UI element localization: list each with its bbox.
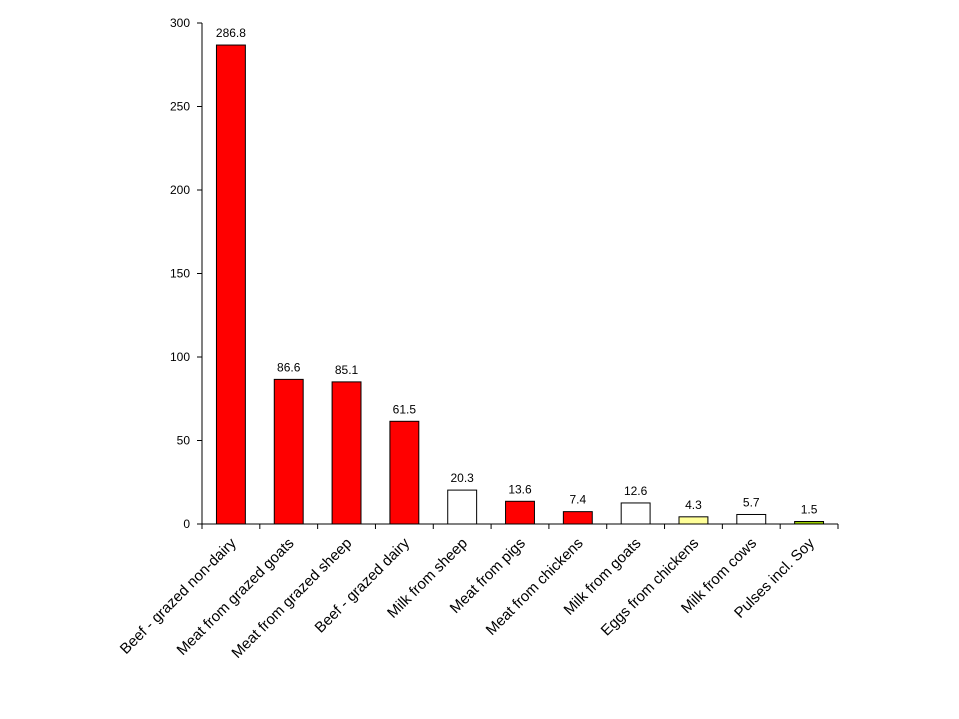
y-tick-label: 50 <box>177 434 191 448</box>
y-tick-label: 100 <box>170 350 190 364</box>
data-label: 85.1 <box>335 363 359 377</box>
bar <box>620 502 651 525</box>
data-label: 61.5 <box>393 402 417 416</box>
data-label: 13.6 <box>508 482 532 496</box>
category-label: Beef - grazed non-dairy <box>117 534 240 657</box>
x-axis <box>201 523 839 529</box>
bar <box>331 381 362 525</box>
data-label: 1.5 <box>801 502 818 516</box>
category-label: Meat from chickens <box>483 535 587 639</box>
bar <box>389 420 420 525</box>
data-label: 4.3 <box>685 498 702 512</box>
data-label: 286.8 <box>216 26 246 40</box>
data-label: 5.7 <box>743 495 760 509</box>
data-label: 86.6 <box>277 360 301 374</box>
bar <box>273 378 304 525</box>
category-label: Meat from grazed goats <box>174 535 298 659</box>
data-label: 7.4 <box>569 493 586 507</box>
y-tick-label: 250 <box>170 100 190 114</box>
category-label: Beef - grazed dairy <box>312 534 414 636</box>
bar <box>215 44 246 525</box>
data-label: 12.6 <box>624 484 648 498</box>
category-label: Eggs from chickens <box>598 535 703 640</box>
y-tick-label: 200 <box>170 183 190 197</box>
y-tick-label: 150 <box>170 267 190 281</box>
bar <box>505 500 535 525</box>
data-label: 20.3 <box>451 471 475 485</box>
bar <box>736 513 767 525</box>
y-axis: 0 50 100 150 200 250 300 <box>170 16 203 531</box>
bar <box>678 516 709 525</box>
bar <box>562 511 593 525</box>
y-tick-label: 300 <box>170 16 190 30</box>
y-tick-label: 0 <box>183 517 190 531</box>
data-labels: 286.8 86.6 85.1 61.5 20.3 13.6 7.4 12.6 4.3 5.7 1.… <box>216 26 818 516</box>
bar <box>447 489 478 525</box>
bars <box>215 44 825 525</box>
